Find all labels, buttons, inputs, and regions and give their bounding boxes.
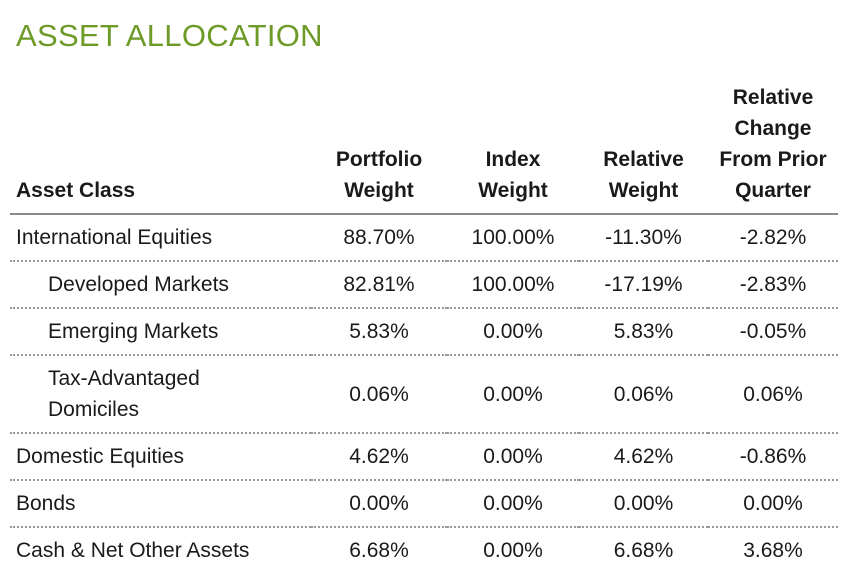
header-portfolio-weight: Portfolio Weight <box>311 82 447 215</box>
cell-portfolio-weight: 4.62% <box>311 433 447 481</box>
header-asset-class-label: Asset Class <box>16 179 136 202</box>
page-title: ASSET ALLOCATION <box>16 18 323 53</box>
table-row: Emerging Markets 5.83% 0.00% 5.83% -0.05… <box>10 308 838 356</box>
cell-relative-weight: 6.68% <box>613 539 674 562</box>
cell-relative-weight: 0.00% <box>579 480 708 528</box>
header-relative-change: Relative Change From Prior Quarter <box>708 82 838 215</box>
cell-relative-change: -0.05% <box>708 308 838 356</box>
cell-relative-weight: 0.06% <box>579 355 708 434</box>
asset-class-name-line-1: Tax-Advantaged <box>48 367 200 390</box>
header-relative-weight: Relative Weight <box>579 82 708 215</box>
asset-class-name: Domestic Equities <box>16 445 185 468</box>
header-relative-change-line-2: Change <box>734 117 812 140</box>
cell-index-weight: 100.00% <box>447 261 579 309</box>
cell-index-weight: 0.00% <box>447 433 579 481</box>
table-row: International Equities 88.70% 100.00% -1… <box>10 214 838 262</box>
cell-index-weight: 100.00% <box>447 214 579 262</box>
cell-relative-change: 3.68% <box>743 539 803 562</box>
cell-asset-class: Domestic Equities <box>10 433 311 481</box>
cell-index-weight: 0.00% <box>447 308 579 356</box>
cell-relative-weight: -11.30% <box>579 214 708 262</box>
cell-index-weight: 0.00% <box>447 355 579 434</box>
header-relative-weight-line-1: Relative <box>603 148 684 171</box>
asset-class-name: Cash & Net Other Assets <box>16 539 250 562</box>
cell-portfolio-weight: 0.00% <box>311 480 447 528</box>
cell-asset-class: Emerging Markets <box>10 308 311 356</box>
cell-asset-class: Developed Markets <box>10 261 311 309</box>
cell-portfolio-weight: 88.70% <box>311 214 447 262</box>
asset-class-name: Emerging Markets <box>48 320 219 343</box>
cell-portfolio-weight: 5.83% <box>311 308 447 356</box>
header-index-weight: Index Weight <box>447 82 579 215</box>
table-row: Bonds 0.00% 0.00% 0.00% 0.00% <box>10 480 838 528</box>
asset-class-name: International Equities <box>16 226 213 249</box>
cell-asset-class: Tax-Advantaged Domiciles <box>10 355 311 434</box>
cell-relative-weight: 4.62% <box>579 433 708 481</box>
cell-portfolio-weight: 0.06% <box>311 355 447 434</box>
cell-relative-change: -2.83% <box>708 261 838 309</box>
table-row: Developed Markets 82.81% 100.00% -17.19%… <box>10 261 838 309</box>
cell-relative-change: -2.82% <box>708 214 838 262</box>
cell-relative-weight: -17.19% <box>579 261 708 309</box>
header-index-weight-line-1: Index <box>485 148 541 171</box>
asset-allocation-table: Asset Class Portfolio Weight Index Weigh… <box>10 82 838 573</box>
header-relative-change-line-3: From Prior <box>719 148 827 171</box>
cell-portfolio-weight: 6.68% <box>349 539 409 562</box>
cell-relative-change: 0.00% <box>708 480 838 528</box>
cell-asset-class: Cash & Net Other Assets <box>10 527 311 573</box>
header-relative-change-line-1: Relative <box>732 86 814 109</box>
cell-relative-weight: 5.83% <box>579 308 708 356</box>
cell-index-weight: 0.00% <box>483 539 543 562</box>
cell-relative-change: -0.86% <box>708 433 838 481</box>
asset-class-name: Developed Markets <box>48 273 229 296</box>
asset-class-name-line-2: Domiciles <box>48 398 140 421</box>
table-row: Cash & Net Other Assets 6.68% 0.00% 6.68… <box>10 527 838 573</box>
cell-portfolio-weight: 82.81% <box>311 261 447 309</box>
header-relative-change-line-4: Quarter <box>735 179 811 202</box>
cell-asset-class: Bonds <box>10 480 311 528</box>
header-portfolio-weight-line-1: Portfolio <box>335 148 423 171</box>
table-row: Domestic Equities 4.62% 0.00% 4.62% -0.8… <box>10 433 838 481</box>
asset-class-name: Bonds <box>16 492 76 515</box>
table-row: Tax-Advantaged Domiciles 0.06% 0.00% 0.0… <box>10 355 838 434</box>
cell-relative-change: 0.06% <box>708 355 838 434</box>
cell-index-weight: 0.00% <box>447 480 579 528</box>
header-asset-class: Asset Class <box>10 82 311 215</box>
header-relative-weight-line-2: Weight <box>608 179 679 202</box>
header-portfolio-weight-line-2: Weight <box>344 179 414 202</box>
table-header-row: Asset Class Portfolio Weight Index Weigh… <box>10 82 838 215</box>
cell-asset-class: International Equities <box>10 214 311 262</box>
header-index-weight-line-2: Weight <box>478 179 548 202</box>
